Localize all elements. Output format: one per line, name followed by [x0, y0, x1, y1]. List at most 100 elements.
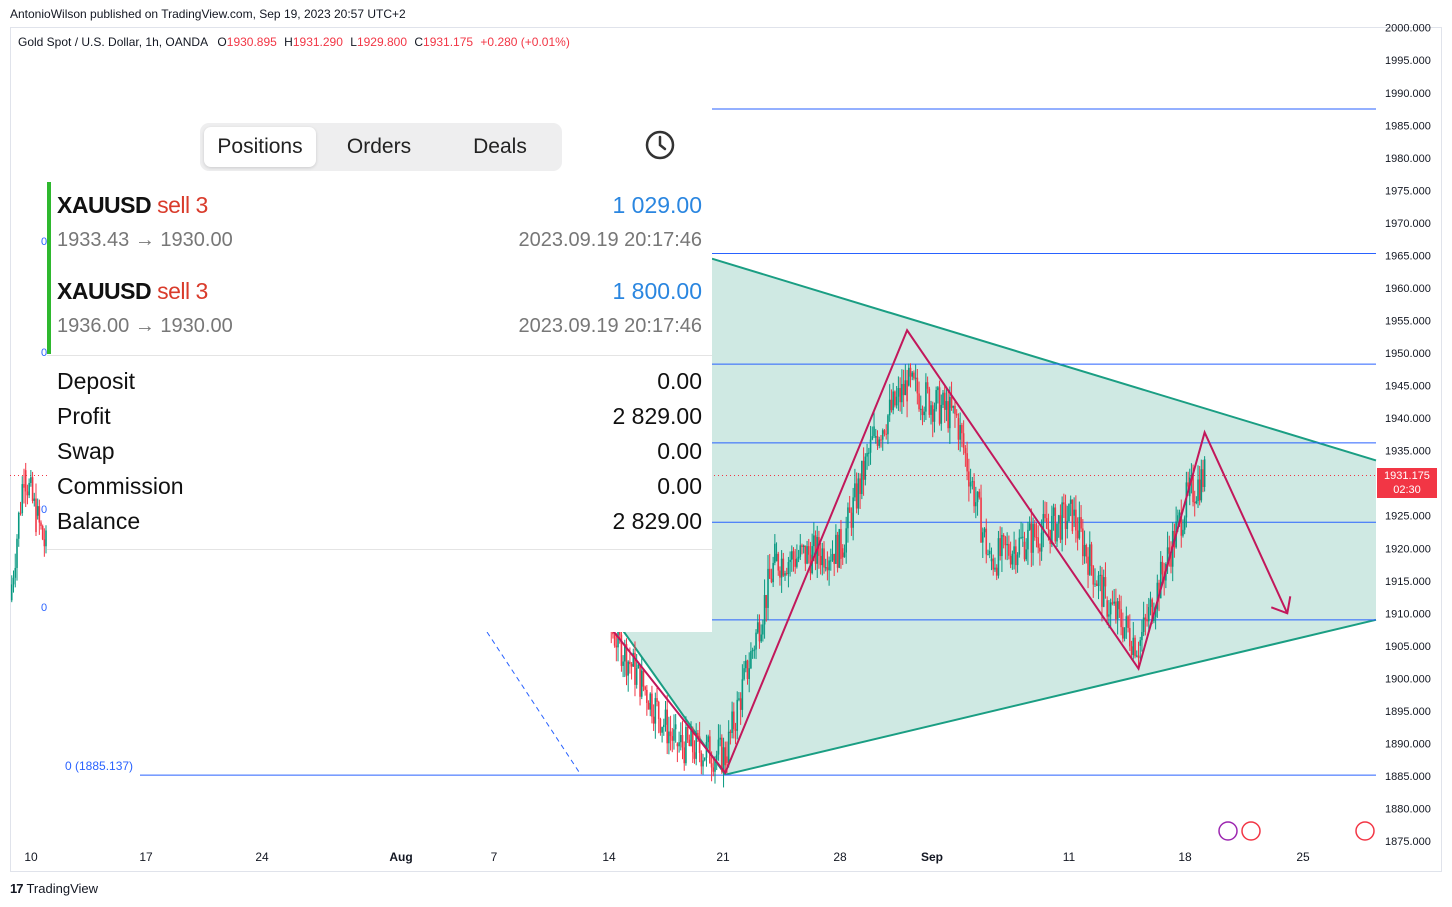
- position-symbol: XAUUSD sell 3: [57, 278, 208, 304]
- candle-body: [930, 405, 932, 415]
- candle-body: [918, 393, 920, 410]
- candle-body: [733, 711, 735, 730]
- candle-body: [1109, 602, 1112, 615]
- candle-body: [857, 478, 860, 509]
- candle-body: [1035, 537, 1038, 539]
- candle-body: [1011, 553, 1014, 565]
- candle-body: [949, 396, 951, 429]
- candle-body: [1025, 549, 1028, 560]
- candle-body: [1047, 528, 1050, 530]
- candle-body: [866, 452, 868, 457]
- candle-body: [777, 553, 780, 571]
- candle-body: [736, 699, 739, 731]
- candle-body: [1168, 547, 1171, 554]
- candle-body: [919, 408, 922, 410]
- candle-body: [1153, 616, 1155, 622]
- candle-body: [1197, 479, 1199, 502]
- candle-body: [698, 736, 701, 753]
- candle-body: [985, 528, 988, 555]
- candle-body: [1044, 513, 1046, 519]
- position-row[interactable]: XAUUSD sell 3 1 800.00 1936.00 → 1930.00 …: [47, 268, 712, 354]
- candle-body: [19, 512, 22, 514]
- level-zero-label: 0: [41, 504, 48, 516]
- candle-body: [663, 724, 665, 728]
- candle-body: [1002, 535, 1005, 537]
- x-tick-label: 21: [716, 850, 730, 864]
- candle-body: [938, 387, 941, 424]
- candle-body: [861, 460, 863, 494]
- candle-body: [629, 661, 631, 665]
- candle-body: [1078, 517, 1081, 539]
- candle-body: [24, 470, 27, 492]
- candle-body: [785, 573, 788, 575]
- candle-body: [1032, 523, 1034, 553]
- candle-body: [895, 396, 898, 406]
- divider: [47, 549, 712, 550]
- candle-body: [721, 737, 723, 772]
- candle-body: [923, 411, 925, 416]
- candle-body: [639, 664, 641, 697]
- candle-body: [731, 711, 733, 733]
- candle-body: [16, 538, 18, 568]
- candle-body: [763, 594, 766, 625]
- candle-body: [1092, 566, 1095, 585]
- candle-body: [700, 752, 703, 767]
- candle-body: [1122, 627, 1124, 639]
- candle-body: [1158, 582, 1160, 599]
- candle-body: [802, 545, 805, 548]
- candle-body: [1020, 537, 1022, 539]
- candle-body: [779, 570, 781, 578]
- candle-body: [753, 649, 756, 651]
- candle-body: [973, 481, 975, 507]
- candle-body: [1177, 515, 1179, 522]
- candle-body: [782, 558, 785, 576]
- candle-body: [933, 409, 936, 422]
- summary-balance: Balance 2 829.00: [57, 508, 702, 534]
- candle-body: [878, 439, 881, 446]
- y-tick-label: 2000.000: [1385, 23, 1431, 35]
- x-tick-label: 28: [833, 850, 847, 864]
- chart-frame[interactable]: [10, 27, 1442, 872]
- us-flag-icon: [1241, 821, 1261, 841]
- candle-body: [961, 425, 963, 434]
- candle-body: [685, 727, 687, 764]
- candle-body: [1178, 512, 1181, 516]
- candle-body: [957, 418, 960, 440]
- y-tick-label: 1885.000: [1385, 771, 1431, 783]
- candle-body: [739, 698, 742, 710]
- candle-body: [1075, 509, 1077, 531]
- candle-body: [873, 426, 875, 437]
- candle-body: [980, 497, 982, 543]
- summary-deposit: Deposit 0.00: [57, 368, 702, 394]
- tab-deals[interactable]: Deals: [473, 135, 527, 158]
- candle-body: [1068, 503, 1070, 522]
- candle-body: [727, 731, 730, 764]
- candle-body: [1009, 555, 1012, 565]
- candle-body: [975, 502, 977, 507]
- candle-body: [1018, 537, 1021, 555]
- price-chart[interactable]: 1875.000 1880.000 1885.000 1890.000 1895.000…: [0, 0, 1452, 880]
- candle-body: [1134, 637, 1136, 657]
- position-indicator: [47, 182, 51, 268]
- candle-body: [954, 405, 956, 414]
- candle-body: [681, 735, 684, 748]
- candle-body: [799, 545, 802, 557]
- candle-body: [1108, 614, 1110, 617]
- candle-body: [649, 693, 652, 710]
- candle-body: [1054, 507, 1057, 542]
- tradingview-footer[interactable]: 17 TradingView: [10, 881, 98, 896]
- position-row[interactable]: XAUUSD sell 3 1 029.00 1933.43 → 1930.00 …: [47, 182, 712, 268]
- candle-body: [1183, 517, 1186, 530]
- candle-body: [748, 668, 750, 679]
- position-time: 2023.09.19 20:17:46: [518, 229, 702, 251]
- clock-icon[interactable]: [645, 130, 675, 160]
- candle-body: [750, 651, 752, 669]
- tab-positions[interactable]: Positions: [204, 127, 316, 167]
- x-tick-label: 10: [24, 850, 38, 864]
- candle-body: [831, 553, 834, 561]
- candle-body: [804, 545, 807, 564]
- y-tick-label: 1940.000: [1385, 413, 1431, 425]
- tab-orders[interactable]: Orders: [346, 135, 412, 158]
- candle-body: [1013, 546, 1015, 554]
- candle-body: [969, 482, 972, 487]
